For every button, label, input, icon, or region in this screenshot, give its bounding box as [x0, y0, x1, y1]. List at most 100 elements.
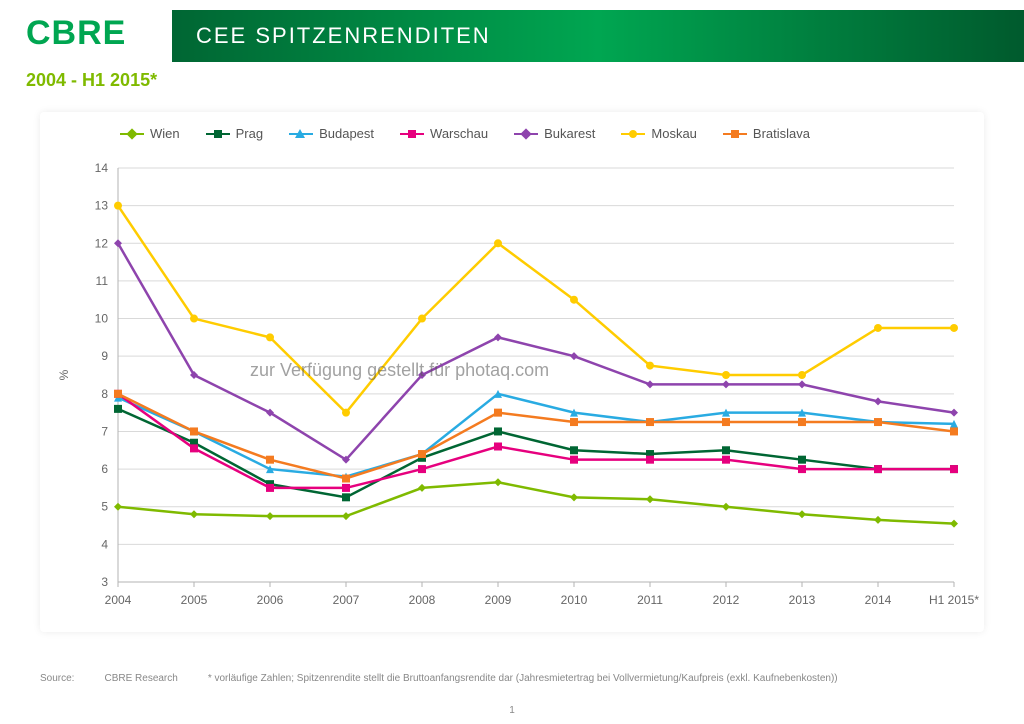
chart-marker: [798, 456, 806, 464]
y-tick-label: 13: [95, 199, 109, 213]
chart-marker: [114, 390, 122, 398]
legend-label: Prag: [236, 126, 263, 141]
legend-swatch: [514, 133, 538, 135]
chart-marker: [570, 493, 578, 501]
x-tick-label: 2010: [561, 593, 588, 607]
chart-marker: [874, 465, 882, 473]
chart-marker: [798, 510, 806, 518]
x-tick-label: 2004: [105, 593, 132, 607]
brand-logo: CBRE: [26, 14, 126, 53]
legend-item: Prag: [206, 126, 263, 141]
chart-marker: [266, 512, 274, 520]
y-tick-label: 12: [95, 236, 109, 250]
chart-marker: [722, 371, 730, 379]
y-tick-label: 3: [101, 575, 108, 589]
legend-item: Warschau: [400, 126, 488, 141]
source-value: CBRE Research: [104, 673, 177, 684]
chart-marker: [570, 418, 578, 426]
chart-marker: [418, 315, 426, 323]
chart-marker: [950, 520, 958, 528]
chart-marker: [114, 405, 122, 413]
x-tick-label: 2008: [409, 593, 436, 607]
chart-marker: [722, 446, 730, 454]
chart-marker: [494, 239, 502, 247]
y-tick-label: 14: [95, 161, 109, 175]
chart-marker: [874, 324, 882, 332]
chart-marker: [266, 484, 274, 492]
footer: Source: CBRE Research * vorläufige Zahle…: [40, 673, 984, 684]
chart-marker: [342, 475, 350, 483]
chart-marker: [190, 510, 198, 518]
y-axis-label: %: [57, 369, 71, 380]
chart-marker: [494, 443, 502, 451]
legend-label: Bukarest: [544, 126, 595, 141]
chart-marker: [570, 456, 578, 464]
chart-marker: [342, 484, 350, 492]
legend-swatch: [289, 133, 313, 135]
watermark-text: zur Verfügung gestellt für photaq.com: [250, 360, 549, 381]
legend-label: Bratislava: [753, 126, 810, 141]
chart-marker: [570, 296, 578, 304]
legend-swatch: [206, 133, 230, 135]
legend-label: Budapest: [319, 126, 374, 141]
chart-marker: [646, 418, 654, 426]
chart-marker: [874, 397, 882, 405]
legend-swatch: [400, 133, 424, 135]
x-tick-label: 2007: [333, 593, 360, 607]
legend-swatch: [621, 133, 645, 135]
chart-marker: [494, 427, 502, 435]
chart-marker: [950, 409, 958, 417]
chart-marker: [570, 446, 578, 454]
y-tick-label: 8: [101, 387, 108, 401]
chart-marker: [646, 380, 654, 388]
y-tick-label: 4: [101, 537, 108, 551]
chart-marker: [418, 465, 426, 473]
chart-marker: [722, 418, 730, 426]
chart-marker: [418, 450, 426, 458]
x-tick-label: 2014: [865, 593, 892, 607]
source-label: Source:: [40, 673, 74, 684]
chart-marker: [190, 427, 198, 435]
y-tick-label: 10: [95, 312, 109, 326]
chart-marker: [494, 409, 502, 417]
chart-marker: [418, 484, 426, 492]
x-tick-label: 2005: [181, 593, 208, 607]
chart-legend: WienPragBudapestWarschauBukarestMoskauBr…: [120, 126, 944, 141]
x-tick-label: 2011: [637, 593, 663, 607]
chart-marker: [342, 493, 350, 501]
chart-marker: [646, 456, 654, 464]
legend-swatch: [120, 133, 144, 135]
chart-marker: [190, 315, 198, 323]
y-tick-label: 9: [101, 349, 108, 363]
footer-note: * vorläufige Zahlen; Spitzenrendite stel…: [208, 673, 838, 684]
y-tick-label: 7: [101, 424, 108, 438]
x-tick-label: 2013: [789, 593, 816, 607]
legend-item: Bukarest: [514, 126, 595, 141]
chart-marker: [494, 478, 502, 486]
legend-swatch: [723, 133, 747, 135]
chart-marker: [494, 333, 502, 341]
chart-marker: [646, 495, 654, 503]
chart-marker: [798, 418, 806, 426]
y-tick-label: 6: [101, 462, 108, 476]
chart-marker: [114, 503, 122, 511]
chart-marker: [114, 202, 122, 210]
y-tick-label: 5: [101, 500, 108, 514]
chart-series-line: [118, 482, 954, 523]
legend-label: Warschau: [430, 126, 488, 141]
chart-marker: [342, 409, 350, 417]
x-tick-label: H1 2015*: [929, 593, 979, 607]
chart-series-line: [118, 206, 954, 413]
legend-item: Budapest: [289, 126, 374, 141]
chart-marker: [798, 371, 806, 379]
legend-item: Wien: [120, 126, 180, 141]
chart-marker: [950, 427, 958, 435]
chart-marker: [266, 333, 274, 341]
chart-marker: [950, 324, 958, 332]
chart-marker: [950, 465, 958, 473]
chart-marker: [190, 444, 198, 452]
chart-marker: [798, 380, 806, 388]
chart-marker: [266, 456, 274, 464]
chart-marker: [798, 465, 806, 473]
header-band: CEE SPITZENRENDITEN: [172, 10, 1024, 62]
